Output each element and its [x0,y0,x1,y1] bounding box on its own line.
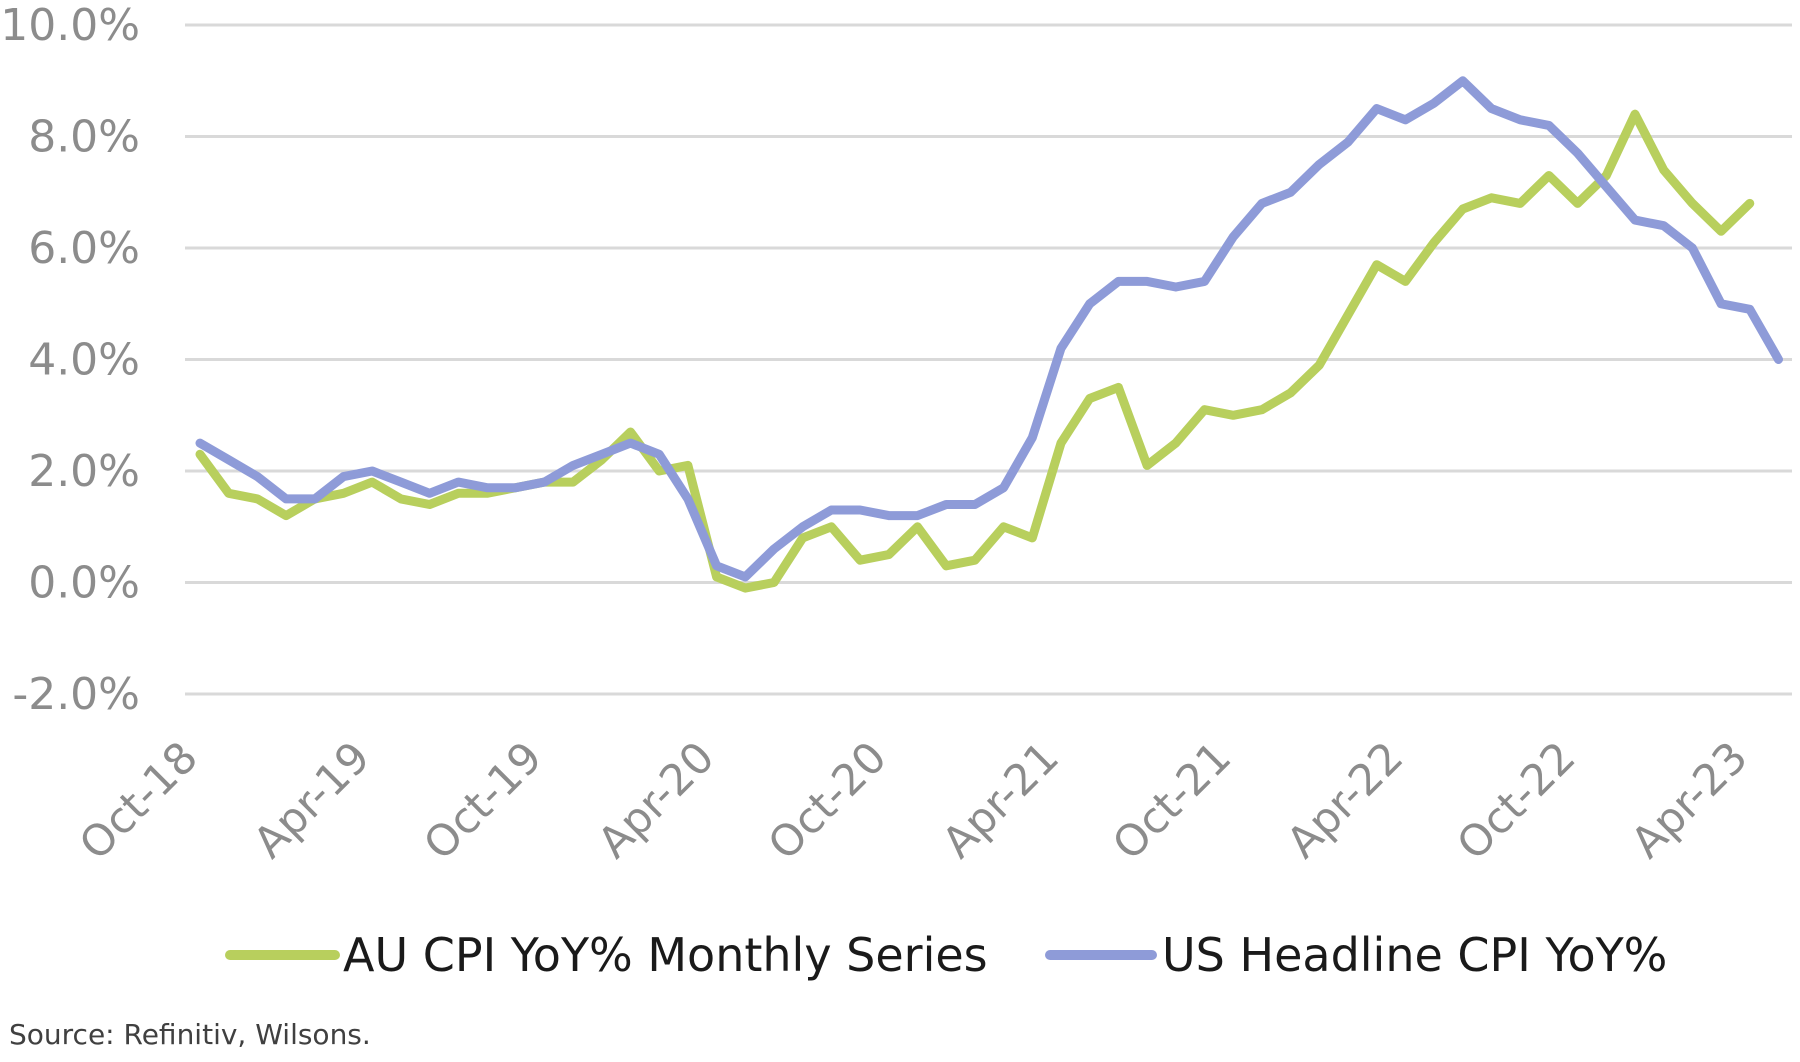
y-tick-label: -2.0% [12,669,140,720]
x-tick-label: Oct-19 [415,732,553,870]
legend-label: AU CPI YoY% Monthly Series [343,928,988,982]
x-tick-label: Apr-21 [933,732,1069,868]
x-tick-label: Oct-22 [1448,732,1586,870]
y-tick-label: 6.0% [28,223,140,274]
legend-label: US Headline CPI YoY% [1162,928,1667,982]
y-axis-tick-labels: -2.0% 0.0% 2.0% 4.0% 6.0% 8.0% 10.0% [0,0,140,720]
y-tick-label: 4.0% [28,335,140,386]
x-tick-label: Oct-20 [759,732,897,870]
x-tick-label: Oct-21 [1103,732,1241,870]
x-tick-label: Apr-20 [589,732,725,868]
series-line-au-cpi [195,109,1755,593]
x-axis-tick-labels: Oct-18 Apr-19 Oct-19 Apr-20 Oct-20 Apr-21 Oct-… [70,732,1757,870]
x-tick-label: Apr-23 [1622,732,1758,868]
y-tick-label: 8.0% [28,112,140,163]
legend: AU CPI YoY% Monthly Series US Headline CP… [225,928,1667,982]
gridlines [185,23,1792,696]
y-tick-label: 2.0% [28,446,140,497]
y-tick-label: 0.0% [28,558,140,609]
x-tick-label: Apr-19 [244,732,380,868]
source-note: Source: Refinitiv, Wilsons. [9,1018,371,1051]
x-tick-label: Oct-18 [70,732,208,870]
series-line-us-cpi [195,76,1783,582]
series-lines [195,76,1783,593]
y-tick-label: 10.0% [0,0,140,51]
x-tick-label: Apr-22 [1278,732,1414,868]
